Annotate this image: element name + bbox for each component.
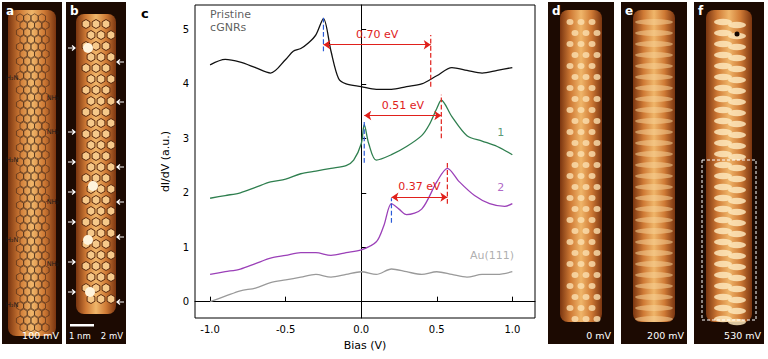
svg-text:Bias (V): Bias (V) bbox=[344, 339, 387, 352]
svg-text:4: 4 bbox=[183, 78, 189, 89]
svg-text:100 mV: 100 mV bbox=[22, 330, 59, 341]
svg-text:NH₂: NH₂ bbox=[47, 198, 60, 206]
svg-text:b: b bbox=[70, 4, 79, 18]
svg-text:0 mV: 0 mV bbox=[586, 330, 611, 341]
svg-text:5: 5 bbox=[183, 24, 189, 35]
svg-text:dI/dV (a.u.): dI/dV (a.u.) bbox=[159, 131, 172, 192]
svg-text:3: 3 bbox=[183, 133, 189, 144]
svg-text:2: 2 bbox=[497, 181, 504, 194]
svg-text:0.0: 0.0 bbox=[353, 324, 369, 335]
svg-text:H₂N: H₂N bbox=[6, 236, 18, 244]
svg-text:0.5: 0.5 bbox=[429, 324, 445, 335]
svg-text:2 mV: 2 mV bbox=[101, 331, 123, 341]
svg-text:Au(111): Au(111) bbox=[470, 249, 514, 262]
svg-text:NH₂: NH₂ bbox=[47, 94, 60, 102]
svg-text:2: 2 bbox=[183, 187, 189, 198]
svg-text:530 mV: 530 mV bbox=[724, 330, 761, 341]
svg-text:0.51 eV: 0.51 eV bbox=[382, 99, 425, 112]
svg-text:d: d bbox=[552, 4, 561, 18]
svg-text:1: 1 bbox=[183, 242, 189, 253]
svg-text:0: 0 bbox=[183, 296, 189, 307]
svg-text:200 mV: 200 mV bbox=[647, 330, 684, 341]
svg-text:1 nm: 1 nm bbox=[69, 331, 91, 341]
svg-text:f: f bbox=[698, 4, 704, 18]
svg-text:Pristine: Pristine bbox=[210, 8, 254, 21]
svg-text:e: e bbox=[625, 4, 633, 18]
svg-text:0.70 eV: 0.70 eV bbox=[356, 28, 399, 41]
svg-text:H₂N: H₂N bbox=[6, 156, 18, 164]
svg-text:-0.5: -0.5 bbox=[276, 324, 296, 335]
svg-text:-1.0: -1.0 bbox=[200, 324, 220, 335]
svg-text:c: c bbox=[141, 6, 149, 21]
svg-text:0.37 eV: 0.37 eV bbox=[398, 180, 441, 193]
svg-text:H₂N: H₂N bbox=[6, 301, 18, 309]
svg-text:a: a bbox=[6, 4, 14, 18]
svg-text:1.0: 1.0 bbox=[504, 324, 520, 335]
svg-text:NH₂: NH₂ bbox=[47, 260, 60, 268]
svg-text:1: 1 bbox=[497, 126, 504, 139]
svg-text:H₂N: H₂N bbox=[6, 74, 18, 82]
svg-text:NH₂: NH₂ bbox=[47, 128, 60, 136]
svg-text:cGNRs: cGNRs bbox=[210, 21, 246, 34]
